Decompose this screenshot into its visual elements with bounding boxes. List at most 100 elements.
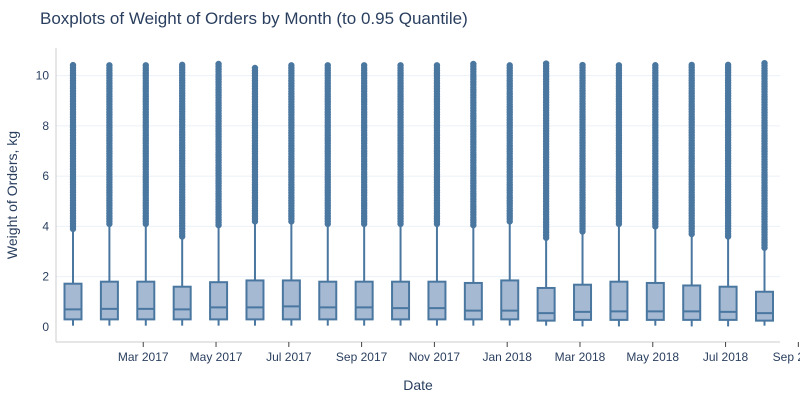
box-mar-2017: [136, 62, 156, 326]
axis-layer: [55, 48, 780, 343]
outlier-points: [652, 62, 659, 230]
y-tick-label: 6: [42, 169, 49, 183]
box-iqr: [391, 280, 411, 321]
outlier-points: [288, 62, 295, 225]
outlier-point: [506, 62, 513, 69]
box-iqr: [463, 281, 483, 321]
outlier-points: [69, 61, 77, 233]
box-iqr: [63, 282, 83, 321]
box-aug-2018: [755, 59, 774, 326]
outlier-points: [506, 62, 513, 225]
x-tick-label: Jul 2017: [266, 350, 312, 364]
outlier-point: [69, 61, 77, 69]
outlier-point: [615, 62, 623, 69]
outlier-points: [324, 62, 331, 228]
outlier-points: [251, 64, 259, 225]
y-tick-label: 10: [36, 69, 50, 83]
box-oct-2017: [391, 62, 411, 326]
box-feb-2018: [536, 60, 556, 326]
y-axis-title: Weight of Orders, kg: [4, 131, 20, 259]
box-jan-2017: [63, 61, 83, 326]
outlier-points: [142, 62, 149, 228]
outlier-points: [579, 61, 586, 235]
outlier-point: [397, 62, 404, 69]
outlier-point: [433, 62, 441, 69]
outlier-point: [178, 61, 186, 69]
box-dec-2017: [463, 60, 483, 326]
outlier-point: [106, 62, 113, 69]
box-iqr: [172, 285, 192, 321]
outlier-points: [397, 62, 404, 228]
box-iqr: [354, 280, 374, 321]
box-may-2018: [645, 62, 665, 326]
box-nov-2017: [427, 62, 447, 326]
x-tick-label: May 2018: [626, 350, 679, 364]
box-iqr: [718, 285, 738, 321]
box-iqr: [245, 279, 265, 321]
box-iqr: [645, 281, 665, 321]
box-jul-2017: [281, 62, 301, 326]
grid-layer: [56, 75, 780, 278]
x-tick-label: Jan 2018: [482, 350, 532, 364]
outlier-points: [688, 61, 695, 238]
box-apr-2017: [172, 61, 192, 326]
tick-layer: 0 2 4 6 8 10 Mar 2017 May 2017 Jul 2017 Sep 2017 N…: [36, 69, 800, 364]
outlier-point: [724, 61, 732, 69]
box-iqr: [99, 280, 119, 321]
box-iqr: [281, 279, 301, 321]
outlier-point: [215, 60, 222, 68]
box-feb-2017: [99, 62, 119, 326]
x-tick-label: May 2017: [190, 350, 243, 364]
outlier-point: [251, 64, 259, 72]
box-iqr: [609, 280, 629, 321]
box-jan-2018: [500, 62, 520, 326]
box-apr-2018: [609, 62, 629, 327]
y-tick-label: 0: [42, 320, 49, 334]
outlier-points: [106, 62, 113, 228]
outlier-point: [542, 60, 550, 67]
box-may-2017: [209, 60, 229, 326]
outlier-points: [433, 62, 441, 228]
x-tick-label: Sep 2018: [773, 350, 800, 364]
x-tick-label: Jul 2018: [703, 350, 749, 364]
outlier-points: [761, 59, 768, 251]
x-tick-label: Sep 2017: [336, 350, 388, 364]
box-iqr: [682, 284, 702, 321]
box-iqr: [500, 279, 520, 321]
box-iqr: [755, 290, 774, 322]
outlier-points: [724, 61, 732, 240]
y-tick-label: 8: [42, 119, 49, 133]
outlier-points: [615, 62, 623, 228]
outlier-point: [142, 62, 149, 69]
outlier-point: [761, 59, 768, 67]
outlier-points: [470, 60, 477, 229]
box-iqr: [209, 281, 229, 321]
outlier-point: [470, 60, 477, 68]
outlier-points: [542, 60, 550, 241]
box-jun-2018: [682, 61, 702, 327]
box-aug-2017: [318, 62, 338, 326]
box-iqr: [427, 280, 447, 321]
box-iqr: [573, 283, 593, 321]
outlier-points: [360, 62, 368, 228]
box-sep-2017: [354, 62, 374, 326]
outlier-point: [652, 62, 659, 69]
y-tick-label: 2: [42, 270, 49, 284]
outlier-point: [288, 62, 295, 69]
outlier-point: [360, 62, 368, 69]
box-iqr: [318, 280, 338, 321]
x-tick-label: Mar 2017: [118, 350, 169, 364]
x-tick-label: Mar 2018: [555, 350, 606, 364]
outlier-points: [178, 61, 186, 240]
box-jun-2017: [245, 64, 265, 326]
outlier-point: [688, 61, 695, 69]
box-jul-2018: [718, 61, 738, 327]
chart-title: Boxplots of Weight of Orders by Month (t…: [40, 9, 468, 28]
x-tick-label: Nov 2017: [409, 350, 461, 364]
outlier-point: [579, 61, 586, 69]
box-iqr: [136, 280, 156, 321]
box-mar-2018: [573, 61, 593, 327]
x-axis-title: Date: [403, 377, 433, 393]
y-tick-label: 4: [42, 219, 49, 233]
